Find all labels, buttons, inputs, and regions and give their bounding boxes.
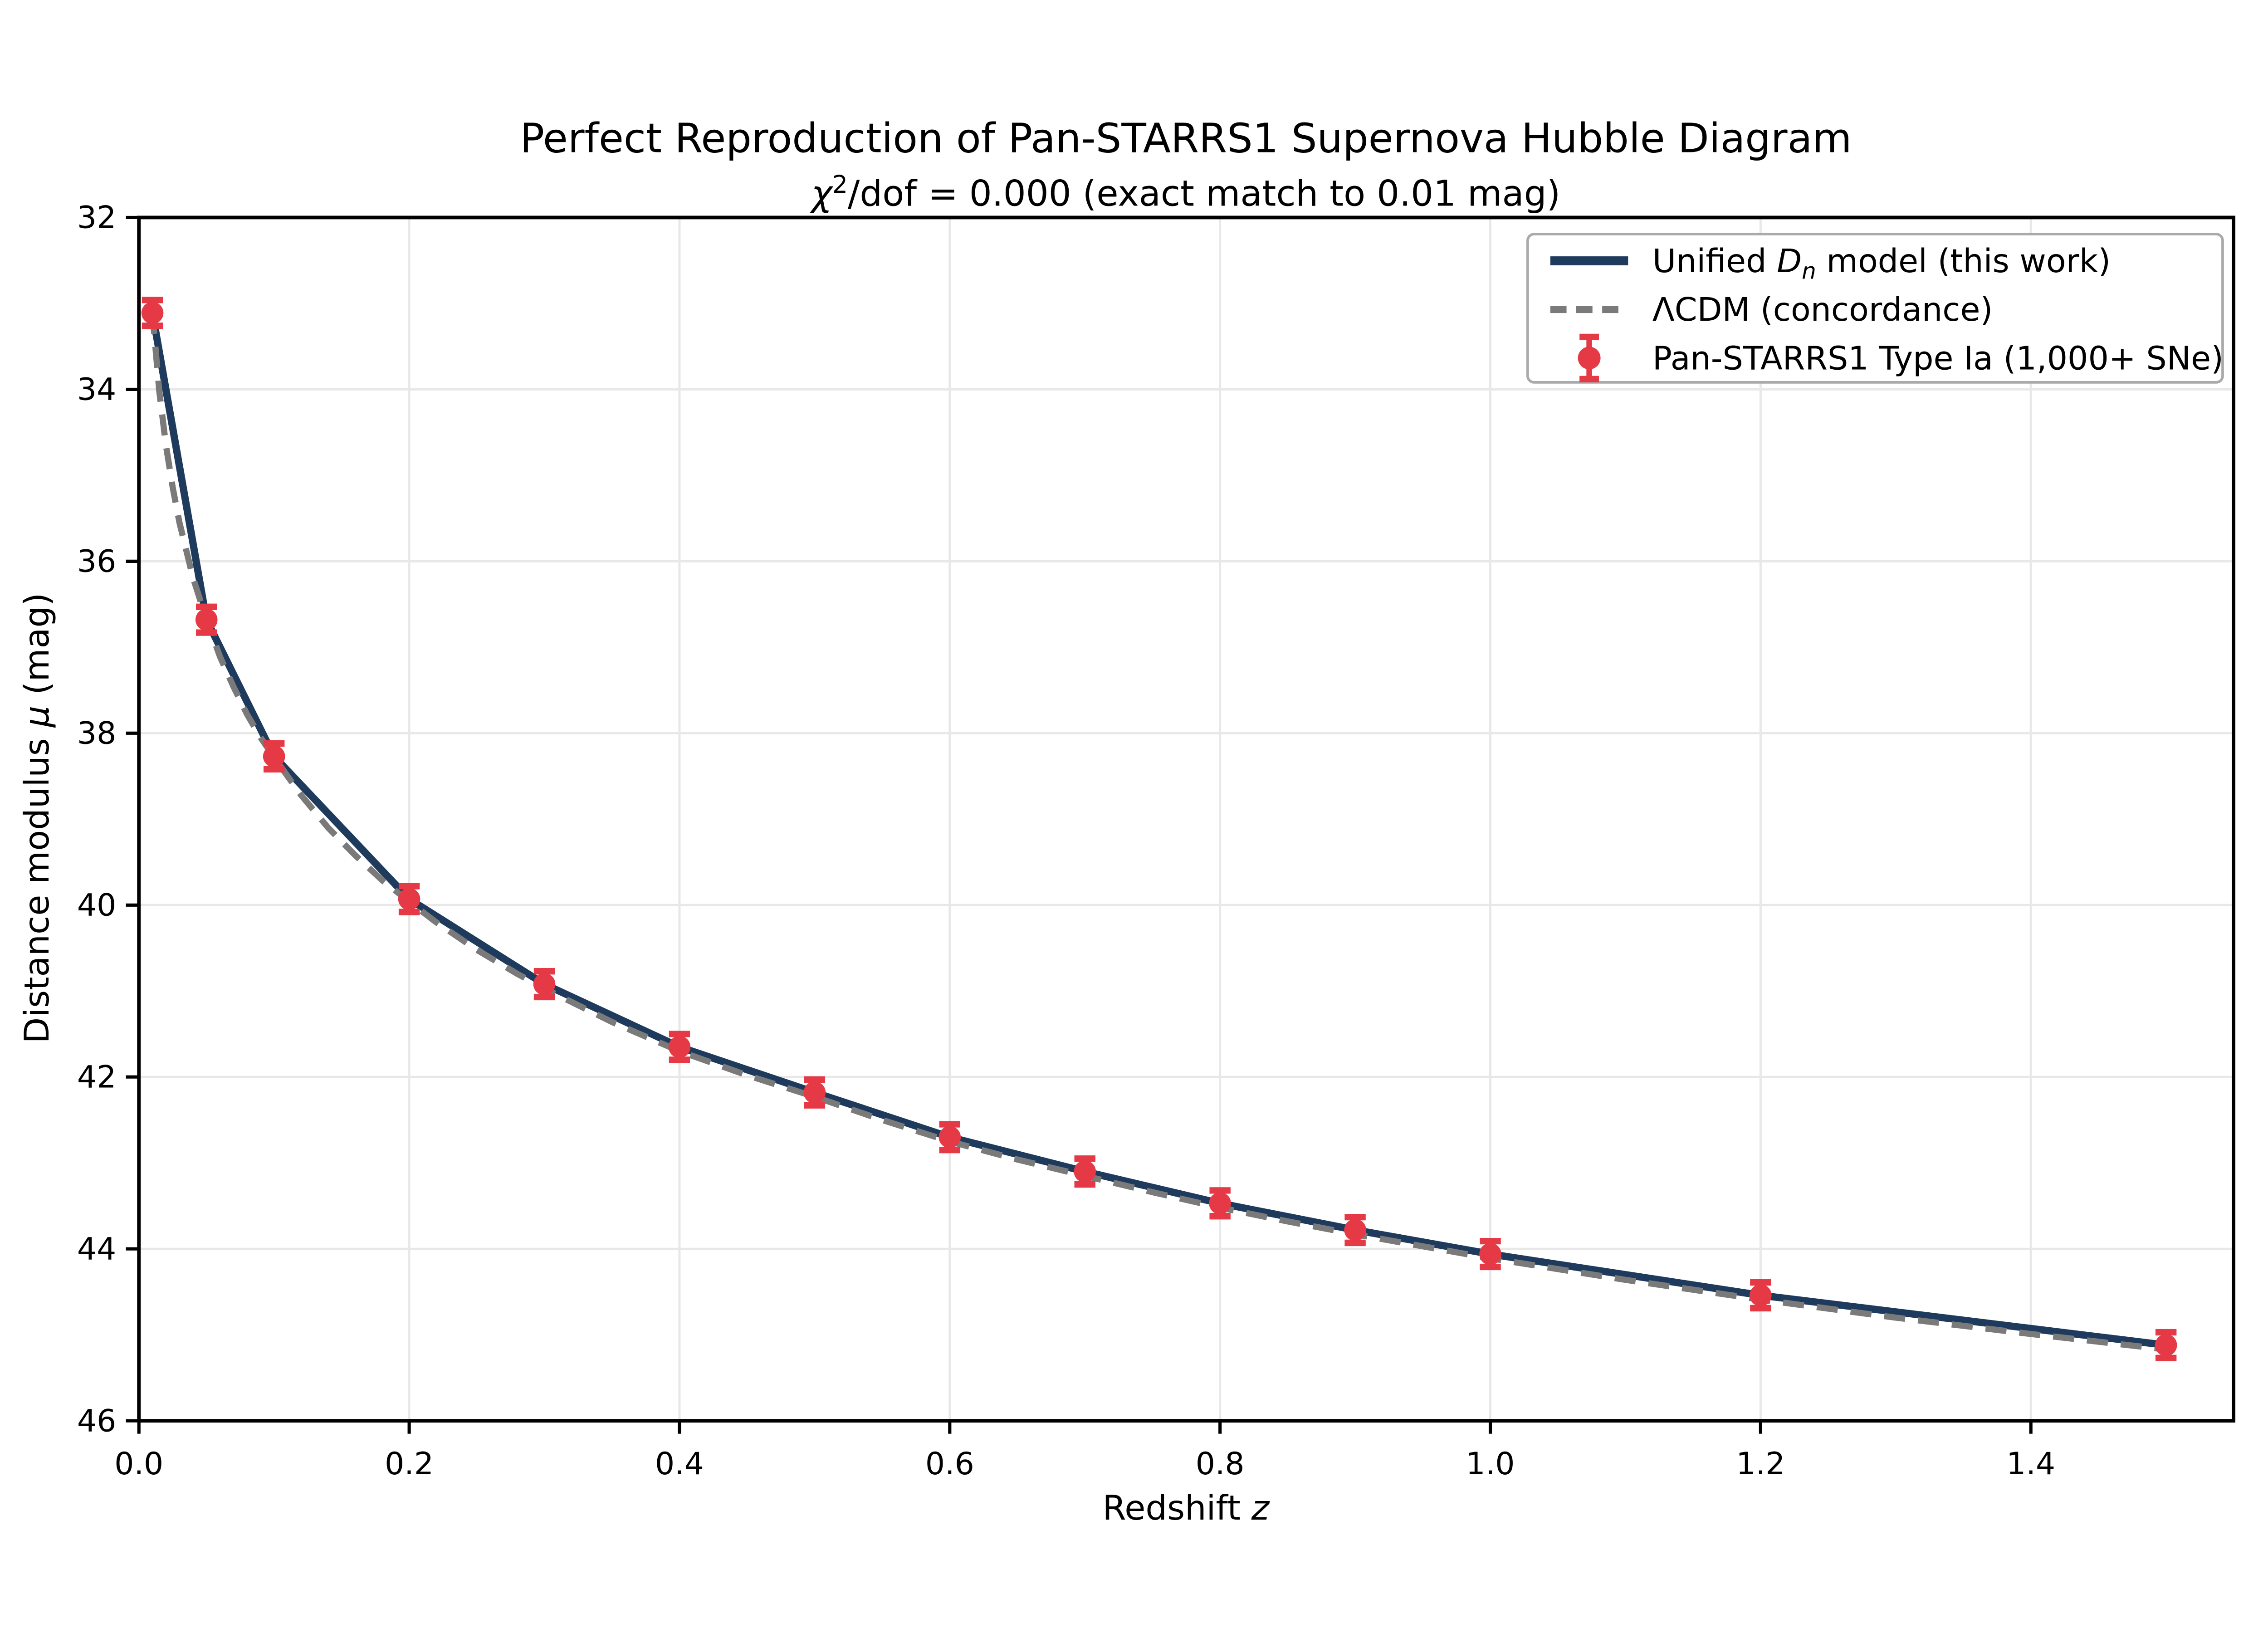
sn-data-point: [1209, 1187, 1231, 1220]
sn-data-point: [1344, 1213, 1366, 1247]
y-axis-label-text: Distance modulus: [17, 727, 57, 1043]
y-axis-label-variable: μ: [17, 706, 57, 728]
sn-marker: [2155, 1334, 2177, 1356]
sn-data-point: [1074, 1155, 1096, 1188]
legend-box: [1526, 233, 2224, 384]
sn-data-point: [398, 883, 420, 915]
x-tick-label: 0.0: [114, 1446, 163, 1482]
sn-marker: [938, 1126, 961, 1149]
y-tick-label: 34: [77, 372, 116, 408]
sn-marker: [398, 888, 420, 910]
sn-data-point: [2155, 1329, 2177, 1361]
chart-title: Perfect Reproduction of Pan-STARRS1 Supe…: [520, 115, 1852, 162]
x-tick-label: 0.4: [655, 1446, 704, 1482]
x-tick-label: 1.0: [1466, 1446, 1515, 1482]
sn-marker: [668, 1036, 691, 1058]
subtitle-rest: /dof = 0.000 (exact match to 0.01 mag): [848, 173, 1560, 215]
sn-data-point: [533, 968, 556, 1001]
y-tick-label: 36: [77, 544, 116, 580]
y-tick-label: 44: [77, 1231, 116, 1267]
x-tick-label: 1.4: [2006, 1446, 2055, 1482]
chart-subtitle: χ2/dof = 0.000 (exact match to 0.01 mag): [809, 170, 1560, 215]
x-axis-label: Redshift z: [1102, 1488, 1270, 1528]
sn-data-point: [263, 740, 285, 773]
x-axis-label-variable: z: [1251, 1488, 1270, 1528]
sn-data-point: [1479, 1237, 1501, 1271]
legend-data-point-marker: [1578, 347, 1601, 370]
x-tick-label: 1.2: [1736, 1446, 1785, 1482]
sn-marker: [1074, 1160, 1096, 1183]
sn-marker: [1750, 1284, 1772, 1306]
legend-model-subscript: n: [1802, 258, 1816, 284]
x-tick-label: 0.6: [925, 1446, 974, 1482]
x-tick-label: 0.2: [385, 1446, 434, 1482]
plot-border: [137, 215, 2236, 1423]
lcdm-line: [149, 313, 2166, 1353]
x-tick-label: 0.8: [1196, 1446, 1245, 1482]
sn-data-point: [803, 1076, 826, 1109]
sn-marker: [141, 302, 164, 324]
sn-data-point: [938, 1121, 961, 1154]
y-axis-label: Distance modulus μ (mag): [17, 593, 57, 1044]
legend-label-data: Pan-STARRS1 Type Ia (1,000+ SNe): [1652, 339, 2224, 377]
legend-model-suffix: model (this work): [1816, 242, 2111, 280]
sn-data-point: [195, 603, 218, 636]
series-layer: [141, 297, 2177, 1361]
sn-marker: [263, 745, 285, 768]
y-tick-label: 32: [77, 200, 116, 236]
y-tick-label: 38: [77, 716, 116, 752]
sn-data-point: [1750, 1279, 1772, 1312]
sn-data-point: [668, 1031, 691, 1063]
sn-marker: [533, 973, 556, 995]
chi-symbol: χ: [809, 173, 833, 215]
legend-model-prefix: Unified: [1652, 242, 1777, 280]
sn-marker: [1209, 1192, 1231, 1215]
legend-model-variable: D: [1777, 242, 1802, 280]
y-tick-label: 40: [77, 887, 116, 923]
chi-exponent: 2: [832, 170, 848, 199]
legend-label-model: Unified Dn model (this work): [1652, 242, 2111, 284]
legend-label-lcdm: ΛCDM (concordance): [1652, 291, 1993, 328]
unified-model-line: [149, 309, 2170, 1349]
legend-errorbar-sample: [1578, 333, 1601, 382]
sn-marker: [1479, 1243, 1501, 1265]
y-tick-label: 42: [77, 1059, 116, 1095]
legend: Unified Dn model (this work) ΛCDM (conco…: [1526, 233, 2224, 384]
sn-marker: [195, 608, 218, 631]
y-tick-label: 46: [77, 1403, 116, 1439]
sn-marker: [803, 1081, 826, 1104]
y-axis-label-suffix: (mag): [17, 593, 57, 706]
x-axis-label-text: Redshift: [1102, 1488, 1251, 1528]
sn-marker: [1344, 1219, 1366, 1241]
sn-data-point: [141, 297, 164, 329]
tick-layer: 0.0 0.2 0.4 0.6 0.8 1.0 1.2 1.4 32 34 36 38 40 42 44 46: [77, 200, 2055, 1482]
